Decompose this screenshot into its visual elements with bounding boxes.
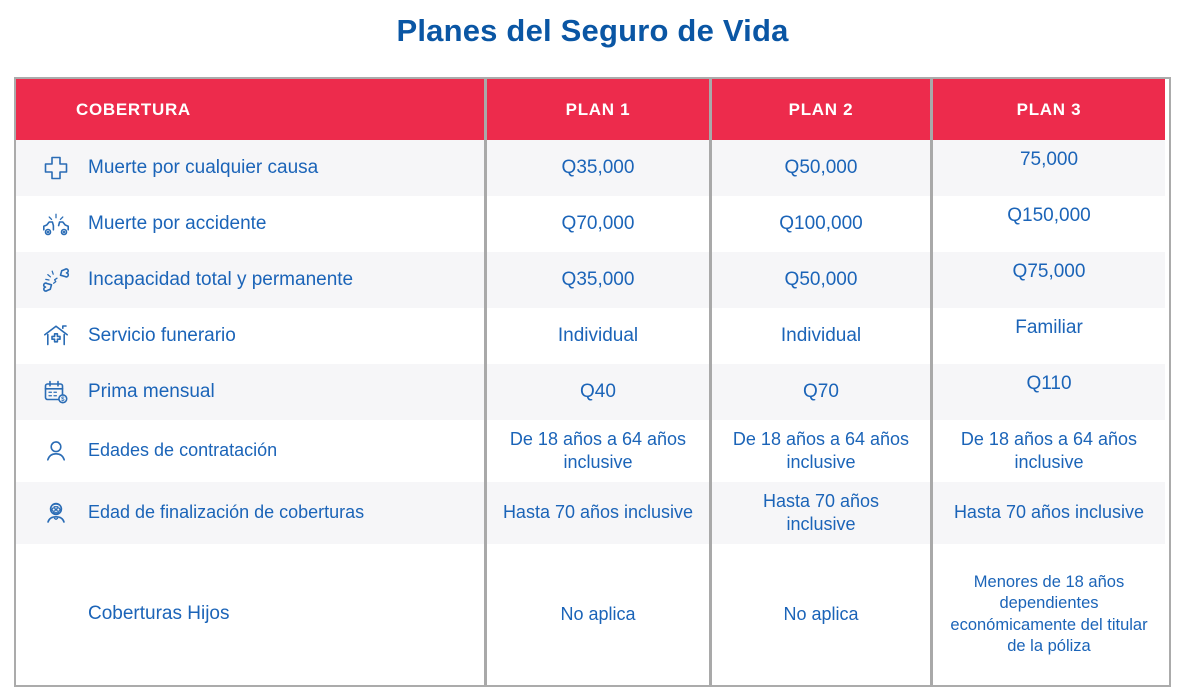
header-plan1: PLAN 1	[484, 79, 709, 140]
plan1-value: Q70,000	[484, 196, 709, 252]
page-title: Planes del Seguro de Vida	[396, 13, 789, 48]
plan3-value: 75,000	[930, 140, 1165, 196]
coverage-label: Incapacidad total y permanente	[88, 268, 354, 290]
funeral-home-icon	[41, 321, 71, 351]
plan2-value: Individual	[709, 308, 930, 364]
plan3-value: Q150,000	[930, 196, 1165, 252]
calendar-money-icon: $	[41, 377, 71, 407]
header-plan2: PLAN 2	[709, 79, 930, 140]
coverage-label: Edades de contratación	[88, 440, 278, 461]
coverage-cell: Incapacidad total y permanente	[16, 252, 484, 308]
elderly-person-icon	[41, 498, 71, 528]
icon-spacer	[41, 600, 71, 630]
plans-table: COBERTURA PLAN 1 PLAN 2 PLAN 3 Muerte po…	[14, 77, 1171, 687]
coverage-label: Prima mensual	[88, 380, 215, 402]
coverage-cell: Coberturas Hijos	[16, 544, 484, 685]
plan2-value: Q100,000	[709, 196, 930, 252]
plan3-value: Menores de 18 años dependientes económic…	[930, 544, 1165, 685]
plan1-value: De 18 años a 64 años inclusive	[484, 420, 709, 482]
plan3-value: De 18 años a 64 años inclusive	[930, 420, 1165, 482]
coverage-label: Coberturas Hijos	[88, 603, 230, 625]
car-accident-icon	[41, 209, 71, 239]
plan1-value: No aplica	[484, 544, 709, 685]
plan1-value: Individual	[484, 308, 709, 364]
coverage-label: Servicio funerario	[88, 324, 236, 346]
plan3-value: Q75,000	[930, 252, 1165, 308]
plan2-value: Q70	[709, 364, 930, 420]
medical-cross-icon	[41, 153, 71, 183]
coverage-label: Muerte por accidente	[88, 212, 267, 234]
plan1-value: Q35,000	[484, 140, 709, 196]
plan2-value: No aplica	[709, 544, 930, 685]
plan1-value: Q40	[484, 364, 709, 420]
coverage-cell: Muerte por cualquier causa	[16, 140, 484, 196]
coverage-cell: Edades de contratación	[16, 420, 484, 482]
plan2-value: De 18 años a 64 años inclusive	[709, 420, 930, 482]
svg-text:$: $	[61, 396, 65, 403]
coverage-cell: $ Prima mensual	[16, 364, 484, 420]
coverage-cell: Edad de finalización de coberturas	[16, 482, 484, 544]
plan1-value: Hasta 70 años inclusive	[484, 482, 709, 544]
coverage-cell: Muerte por accidente	[16, 196, 484, 252]
header-coverage: COBERTURA	[16, 79, 484, 140]
header-plan3: PLAN 3	[930, 79, 1165, 140]
coverage-label: Muerte por cualquier causa	[88, 156, 319, 178]
plan3-value: Q110	[930, 364, 1165, 420]
person-icon	[41, 436, 71, 466]
plan3-value: Hasta 70 años inclusive	[930, 482, 1165, 544]
plan2-value: Q50,000	[709, 140, 930, 196]
plan1-value: Q35,000	[484, 252, 709, 308]
plan3-value: Familiar	[930, 308, 1165, 364]
coverage-label: Edad de finalización de coberturas	[88, 502, 365, 523]
plan2-value: Q50,000	[709, 252, 930, 308]
plan2-value: Hasta 70 años inclusive	[709, 482, 930, 544]
coverage-cell: Servicio funerario	[16, 308, 484, 364]
broken-bone-icon	[41, 265, 71, 295]
